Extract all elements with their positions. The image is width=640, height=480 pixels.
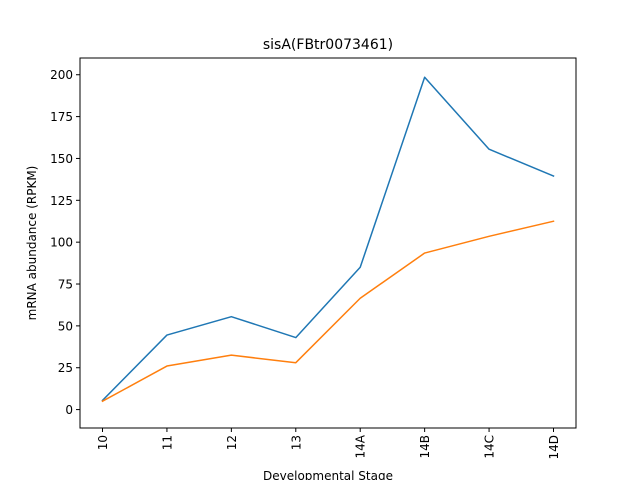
y-axis-title: mRNA abundance (RPKM) [25, 166, 39, 321]
x-axis-title: Developmental Stage [263, 469, 393, 480]
series-layer [101, 76, 555, 403]
y-tick-label: 200 [50, 68, 73, 82]
x-tick-label: 14D [547, 435, 561, 460]
plot-frame [79, 57, 577, 429]
x-tick-label: 12 [225, 435, 239, 450]
x-tick-label: 11 [160, 435, 174, 450]
y-tick-label: 100 [50, 236, 73, 250]
chart-title: sisA(FBtr0073461) [263, 37, 393, 53]
x-tick-label: 14C [483, 435, 497, 459]
series-line-2 [101, 220, 555, 403]
x-tick-label: 14A [354, 434, 368, 458]
x-tick-label: 14B [418, 435, 432, 459]
y-tick-label: 150 [50, 152, 73, 166]
y-tick-label: 50 [58, 319, 73, 333]
y-tick-label: 125 [50, 194, 73, 208]
y-tick-label: 175 [50, 110, 73, 124]
y-tick-label: 0 [65, 403, 73, 417]
x-tick-label: 10 [96, 435, 110, 450]
y-tick-label: 25 [58, 361, 73, 375]
y-axis: 0 25 50 75 100 125 150 175 200 [50, 68, 80, 417]
series-line-1 [101, 76, 555, 402]
x-axis: 10 11 12 13 14A 14B 14C 14D [96, 428, 561, 460]
x-tick-label: 13 [289, 435, 303, 450]
y-tick-label: 75 [58, 278, 73, 292]
